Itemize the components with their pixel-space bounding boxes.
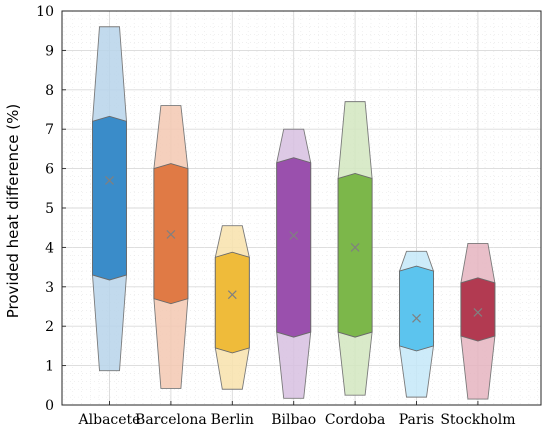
mean-marker xyxy=(227,290,237,300)
mean-marker xyxy=(412,313,421,323)
x-tick-label: Cordoba xyxy=(325,412,386,428)
violin-bilbao xyxy=(276,128,312,399)
y-tick-label: 3 xyxy=(45,280,54,296)
violin-stockholm xyxy=(460,243,496,400)
x-tick-label: Berlin xyxy=(211,412,254,428)
y-tick-label: 9 xyxy=(45,43,54,59)
violin-iqr xyxy=(214,251,250,354)
violin-albacete xyxy=(92,26,127,372)
mean-marker xyxy=(105,175,114,185)
y-axis-label: Provided heat difference (%) xyxy=(4,104,22,318)
violin-iqr xyxy=(337,172,373,338)
x-tick-label: Paris xyxy=(399,412,435,428)
x-tick-label: Albacete xyxy=(78,412,141,428)
violin-paris xyxy=(399,250,434,398)
mean-marker xyxy=(289,231,299,241)
y-tick-label: 4 xyxy=(45,240,54,256)
x-tick-label: Bilbao xyxy=(271,412,316,428)
y-axis-ticks: 0 1 2 3 4 5 6 7 8 9 10 xyxy=(36,4,66,414)
violin-cordoba xyxy=(337,101,373,396)
violin-iqr xyxy=(399,265,434,352)
y-tick-label: 6 xyxy=(45,162,54,178)
violin-berlin xyxy=(214,225,250,390)
y-tick-label: 2 xyxy=(45,319,54,335)
y-tick-label: 7 xyxy=(45,122,54,138)
y-tick-label: 0 xyxy=(45,398,54,414)
violin-iqr xyxy=(92,115,127,281)
y-tick-label: 5 xyxy=(45,201,54,217)
violin-iqr xyxy=(276,157,312,338)
y-tick-label: 8 xyxy=(45,83,54,99)
violins xyxy=(92,26,496,400)
x-tick-label: Stockholm xyxy=(440,412,515,428)
mean-marker xyxy=(166,229,176,239)
y-tick-label: 1 xyxy=(45,359,54,375)
mean-marker xyxy=(350,242,360,252)
violin-barcelona xyxy=(153,105,189,389)
violin-iqr xyxy=(460,277,496,342)
x-tick-label: Barcelona xyxy=(135,412,207,428)
mean-marker xyxy=(473,307,483,317)
y-tick-label: 10 xyxy=(36,4,54,20)
